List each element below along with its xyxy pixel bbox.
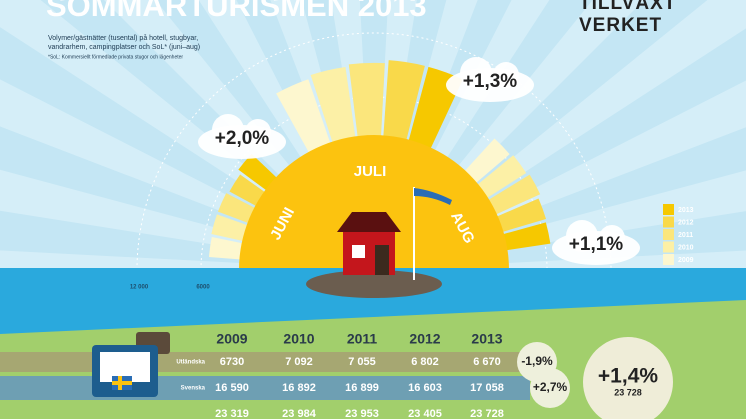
cloud [493, 62, 519, 88]
table-cell: 7 092 [285, 356, 313, 368]
legend-label: 2010 [678, 244, 694, 251]
table-header: 2013 [471, 331, 502, 347]
sun [239, 135, 509, 270]
ray-bar [348, 62, 385, 141]
sky-ray [0, 169, 374, 270]
total-circle [583, 337, 673, 419]
row-band-foreign [0, 352, 520, 372]
table-cell: 16 892 [282, 382, 316, 394]
ray-bar [217, 193, 259, 225]
legend-swatch [663, 229, 674, 240]
row-band-swedish [0, 376, 530, 400]
subtitle: vandrarhem, campingplatser och SoL* (jun… [48, 44, 200, 51]
ray-bar [238, 153, 280, 193]
cloud [460, 57, 492, 89]
legend-label: 2013 [678, 207, 694, 214]
change-annotation: +1,1% [569, 234, 624, 255]
ray-bar [383, 60, 425, 144]
ray-bar [461, 138, 510, 186]
table-cell: 6 670 [473, 356, 501, 368]
title: SOMMARTURISMEN 2013 [46, 0, 427, 23]
subtitle: Volymer/gästnätter (tusental) på hotell,… [48, 34, 198, 42]
bed-flag [112, 381, 132, 385]
change-annotation: +2,0% [215, 128, 270, 149]
scale-label: 6000 [196, 285, 210, 291]
scale-label: 12 000 [130, 285, 149, 291]
row-label: Svenska [181, 386, 206, 392]
island [306, 270, 442, 298]
legend-swatch [663, 254, 674, 265]
ray-bar [499, 222, 551, 251]
footnote: *SoL: Kommersiellt förmedlade privata st… [48, 54, 183, 60]
table-cell: 23 984 [282, 408, 317, 419]
month-label: JULI [354, 163, 387, 180]
table-cell: 16 899 [345, 382, 379, 394]
cloud [212, 114, 244, 146]
legend-label: 2012 [678, 219, 694, 226]
cloud [566, 220, 598, 252]
ray-bar [493, 198, 547, 234]
legend-swatch [663, 216, 674, 228]
legend-label: 2009 [678, 257, 694, 264]
row-change: -1,9% [521, 354, 553, 368]
total-change: +1,4% [598, 365, 658, 388]
change-annotation: +1,3% [463, 71, 518, 92]
scale-arc [136, 32, 612, 271]
flag [414, 188, 452, 205]
house-roof [337, 212, 401, 232]
row-change: +2,7% [533, 380, 568, 394]
house-door [375, 245, 389, 275]
ray-bar [310, 66, 356, 147]
ray-bar [276, 79, 332, 157]
cloud [599, 225, 625, 251]
ray-bar [474, 155, 527, 201]
table-cell: 7 055 [348, 356, 376, 368]
change-circle [530, 368, 570, 408]
table-cell: 17 058 [470, 382, 504, 394]
table-cell: 16 603 [408, 382, 442, 394]
ray-bar [211, 214, 252, 242]
ray-bar [229, 174, 269, 208]
ray-bar [208, 236, 247, 260]
table-cell: 23 319 [215, 408, 249, 419]
ray-bar [484, 174, 541, 217]
table-header: 2011 [347, 331, 378, 347]
table-cell: 16 590 [215, 382, 249, 394]
row-label: Utländska [176, 360, 205, 366]
table-header: 2009 [216, 331, 247, 347]
logo: VERKET [579, 15, 662, 36]
table-cell: 23 728 [470, 408, 504, 419]
table-cell: 6 802 [411, 356, 439, 368]
logo: TILLVÄXT [579, 0, 676, 14]
legend-label: 2011 [678, 232, 693, 239]
sky-ray [374, 0, 478, 270]
total-value: 23 728 [614, 387, 642, 397]
house-window [352, 245, 365, 258]
legend-swatch [663, 241, 674, 253]
table-header: 2012 [409, 331, 440, 347]
table-header: 2010 [283, 331, 314, 347]
legend-swatch [663, 204, 674, 215]
table-cell: 6730 [220, 356, 244, 368]
table-cell: 23 953 [345, 408, 379, 419]
table-cell: 23 405 [408, 408, 442, 419]
cloud [245, 119, 271, 145]
